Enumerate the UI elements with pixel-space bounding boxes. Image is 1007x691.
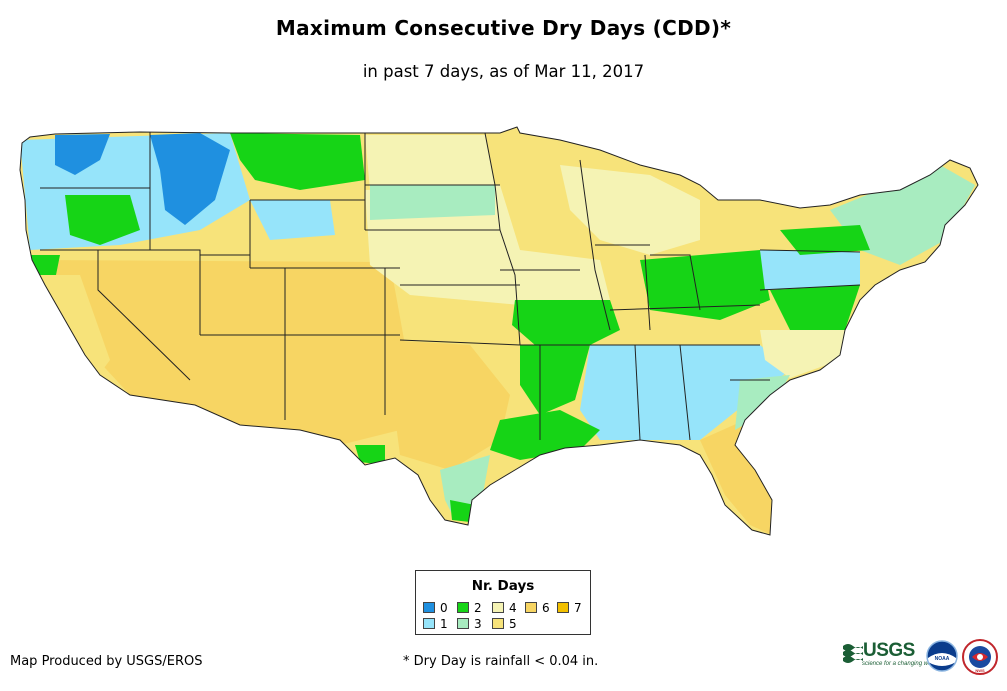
region-south-texas-2 xyxy=(450,500,475,522)
legend-swatch-1 xyxy=(423,618,435,629)
legend-label-4: 4 xyxy=(509,601,517,615)
legend-swatch-2 xyxy=(457,602,469,613)
legend-title: Nr. Days xyxy=(471,578,535,594)
region-nd-4 xyxy=(365,135,495,190)
legend-label-5: 5 xyxy=(509,617,517,631)
noaa-logo: NOAA xyxy=(926,640,958,672)
state-borders xyxy=(19,126,979,536)
region-southplains-6 xyxy=(385,340,510,470)
region-wash-0 xyxy=(55,134,110,175)
usgs-logo: USGS science for a changing world xyxy=(843,640,938,668)
usgs-wave-icon xyxy=(843,644,863,663)
region-ozarks-2 xyxy=(512,300,620,350)
region-florida-6 xyxy=(700,420,772,535)
region-northeast-3 xyxy=(830,165,975,265)
legend-swatch-0 xyxy=(423,602,435,613)
map-subtitle: in past 7 days, as of Mar 11, 2017 xyxy=(362,62,645,81)
nws-logo-text: NWS xyxy=(975,668,985,673)
region-oregon-2 xyxy=(65,195,140,245)
producer-credit: Map Produced by USGS/EROS xyxy=(10,654,203,669)
legend-swatch-4 xyxy=(492,602,504,613)
region-west-tx-2 xyxy=(355,445,385,465)
legend-swatch-7 xyxy=(557,602,569,613)
usgs-wordmark: USGS xyxy=(863,640,915,661)
region-carolinas-4 xyxy=(760,330,845,378)
region-pennsylvania-1 xyxy=(760,250,860,290)
legend-label-3: 3 xyxy=(474,617,482,631)
dry-day-footnote: * Dry Day is rainfall < 0.04 in. xyxy=(403,654,599,669)
region-midatlantic-2 xyxy=(770,285,860,330)
region-sd-3 xyxy=(370,185,495,220)
legend-swatch-5 xyxy=(492,618,504,629)
region-arkansas-2 xyxy=(520,345,590,415)
legend: Nr. Days 0 1 2 3 4 5 6 7 xyxy=(415,570,591,635)
cdd-map xyxy=(19,126,979,536)
legend-swatch-6 xyxy=(525,602,537,613)
region-idaho-0 xyxy=(150,133,230,225)
region-southwest-6 xyxy=(40,260,405,445)
legend-swatch-3 xyxy=(457,618,469,629)
legend-label-1: 1 xyxy=(440,617,448,631)
usgs-tagline: science for a changing world xyxy=(862,661,939,667)
legend-label-0: 0 xyxy=(440,601,448,615)
region-midwest-2 xyxy=(640,250,770,320)
legend-label-6: 6 xyxy=(542,601,550,615)
region-greatlakes-4 xyxy=(560,165,700,255)
region-ny-2 xyxy=(780,225,870,255)
region-wyoming-1 xyxy=(250,200,335,240)
noaa-logo-text: NOAA xyxy=(935,656,950,662)
region-montana-2 xyxy=(230,133,365,190)
map-title: Maximum Consecutive Dry Days (CDD)* xyxy=(275,16,732,40)
legend-label-7: 7 xyxy=(574,601,582,615)
legend-label-2: 2 xyxy=(474,601,482,615)
nws-logo: NWS xyxy=(962,639,998,675)
